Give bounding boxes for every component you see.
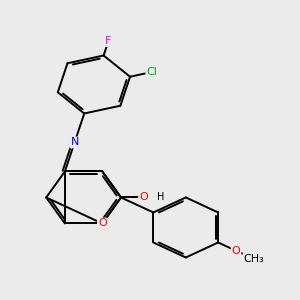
Text: O: O [98, 218, 107, 229]
Text: N: N [70, 137, 79, 148]
Text: H: H [157, 193, 164, 202]
Text: F: F [105, 36, 112, 46]
Text: O: O [139, 193, 148, 202]
Text: CH₃: CH₃ [243, 254, 264, 264]
Text: O: O [232, 246, 240, 256]
Text: Cl: Cl [146, 67, 157, 77]
